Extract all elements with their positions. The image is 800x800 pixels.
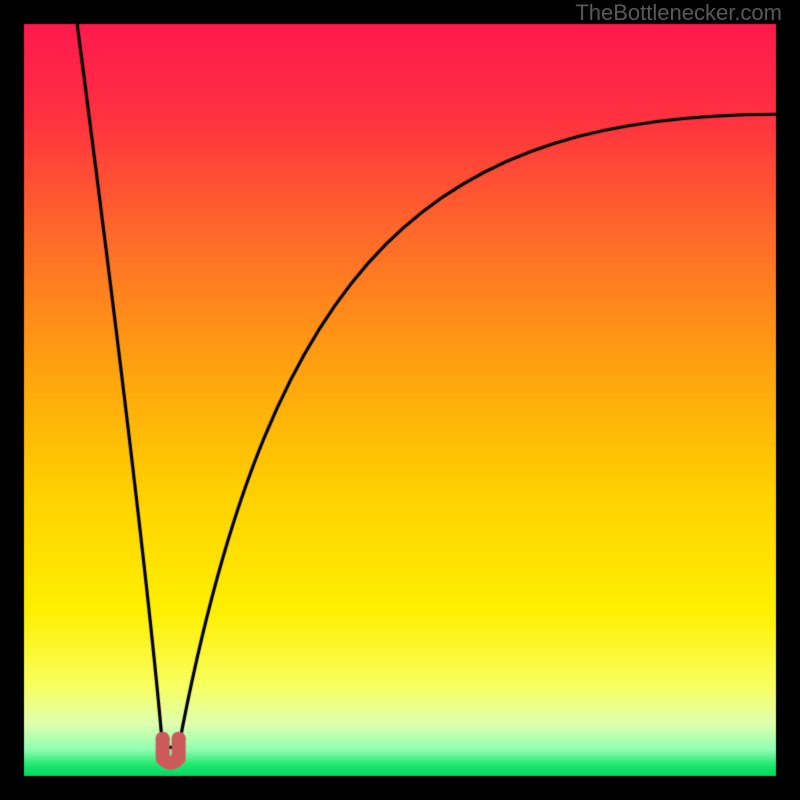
chart-root: TheBottlenecker.com [0,0,800,800]
bottleneck-curve-chart [0,0,800,800]
watermark-text: TheBottlenecker.com [575,0,782,26]
